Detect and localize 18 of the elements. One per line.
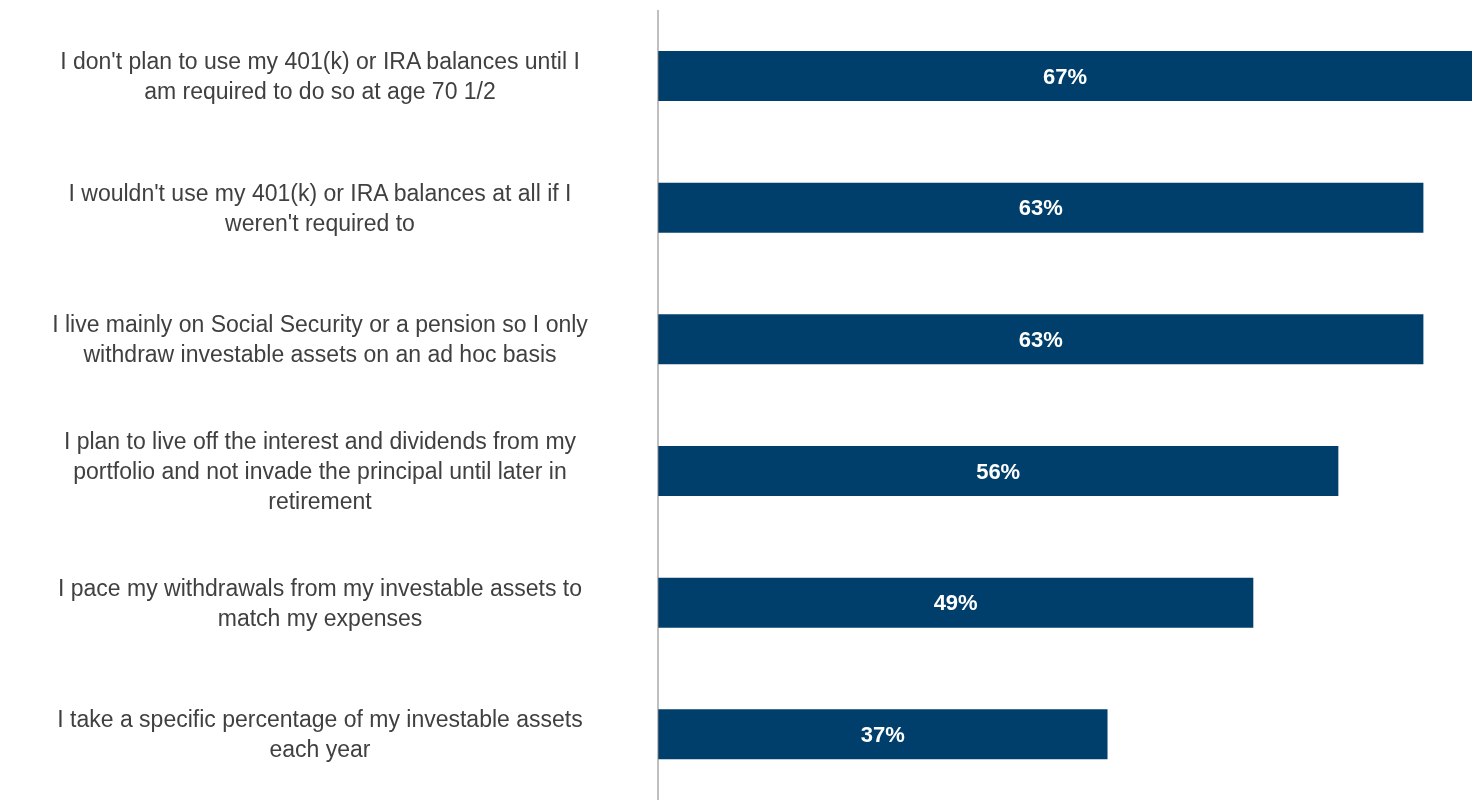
bar	[658, 182, 1424, 233]
y-tick-label: I wouldn't use my 401(k) or IRA balances at all if I weren't required to	[68, 179, 572, 236]
data-label: 56%	[976, 458, 1021, 484]
bar	[658, 446, 1339, 496]
y-tick-label: I plan to live off the interest and dividends from my portfolio and not invade the principal until later in retirement	[63, 427, 577, 514]
y-tick-label: I take a specific percentage of my investable assets each year	[57, 706, 583, 763]
data-label: 67%	[1042, 63, 1088, 89]
data-label: 63%	[1018, 195, 1063, 221]
data-label: 37%	[860, 722, 905, 748]
y-tick-label: I don't plan to use my 401(k) or IRA balances until I am required to do so at age 70 1/2	[60, 47, 580, 104]
bar	[658, 314, 1424, 365]
data-label: 49%	[933, 590, 978, 616]
bar	[658, 577, 1254, 628]
y-tick-label: I live mainly on Social Security or a pension so I only withdraw investable assets on an ad hoc basis	[52, 311, 589, 368]
bar	[658, 51, 1472, 101]
y-tick-label: I pace my withdrawals from my investable assets to match my expenses	[57, 574, 583, 631]
bar	[658, 709, 1108, 760]
data-label: 63%	[1018, 327, 1063, 353]
